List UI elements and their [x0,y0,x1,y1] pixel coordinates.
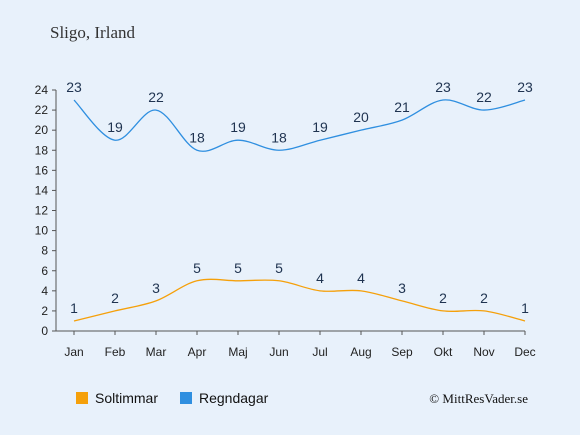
x-tick-label: Okt [434,345,453,359]
x-tick-label: Maj [228,345,247,359]
data-label-regndagar: 23 [435,79,451,95]
x-tick-label: Dec [514,345,535,359]
legend: Soltimmar Regndagar [76,390,269,406]
legend-swatch-regndagar [180,392,192,404]
data-label-soltimmar: 5 [275,260,283,276]
x-tick-label: Jul [312,345,327,359]
data-label-regndagar: 19 [230,119,246,135]
x-tick-label: Aug [350,345,371,359]
data-label-regndagar: 18 [189,129,205,145]
data-label-regndagar: 20 [353,109,369,125]
x-tick-label: Jun [269,345,288,359]
x-tick-label: Mar [146,345,167,359]
legend-swatch-soltimmar [76,392,88,404]
data-label-regndagar: 23 [66,79,82,95]
data-label-soltimmar: 4 [316,270,324,286]
data-label-soltimmar: 2 [111,290,119,306]
x-tick-label: Apr [188,345,207,359]
data-label-soltimmar: 4 [357,270,365,286]
y-tick-label: 12 [35,204,49,218]
data-label-regndagar: 18 [271,129,287,145]
data-label-soltimmar: 1 [70,300,78,316]
y-tick-label: 8 [41,244,48,258]
credit-text: © MittResVader.se [429,391,528,406]
y-tick-label: 0 [41,324,48,338]
data-label-soltimmar: 3 [152,280,160,296]
y-tick-label: 16 [35,163,49,177]
chart-title: Sligo, Irland [50,23,135,42]
y-tick-label: 20 [35,123,49,137]
data-label-regndagar: 22 [476,89,492,105]
y-tick-label: 10 [35,224,49,238]
y-tick-label: 14 [35,183,49,197]
x-tick-label: Feb [105,345,126,359]
x-tick-label: Jan [64,345,83,359]
y-tick-label: 6 [41,264,48,278]
y-tick-label: 2 [41,304,48,318]
series-line-regndagar [73,99,526,152]
data-label-regndagar: 19 [107,119,123,135]
data-label-regndagar: 21 [394,99,410,115]
legend-label-regndagar: Regndagar [199,390,269,406]
y-tick-label: 18 [35,143,49,157]
series-lines [73,99,526,322]
y-tick-label: 22 [35,103,49,117]
data-label-soltimmar: 1 [521,300,529,316]
series-line-soltimmar [73,278,526,322]
y-tick-label: 24 [35,83,49,97]
data-label-regndagar: 23 [517,79,533,95]
data-label-regndagar: 19 [312,119,328,135]
legend-label-soltimmar: Soltimmar [95,390,158,406]
data-label-soltimmar: 3 [398,280,406,296]
data-label-soltimmar: 2 [439,290,447,306]
x-tick-label: Sep [391,345,413,359]
data-label-soltimmar: 5 [234,260,242,276]
x-tick-label: Nov [473,345,494,359]
data-label-regndagar: 22 [148,89,164,105]
data-label-soltimmar: 2 [480,290,488,306]
data-label-soltimmar: 5 [193,260,201,276]
y-tick-label: 4 [41,284,48,298]
